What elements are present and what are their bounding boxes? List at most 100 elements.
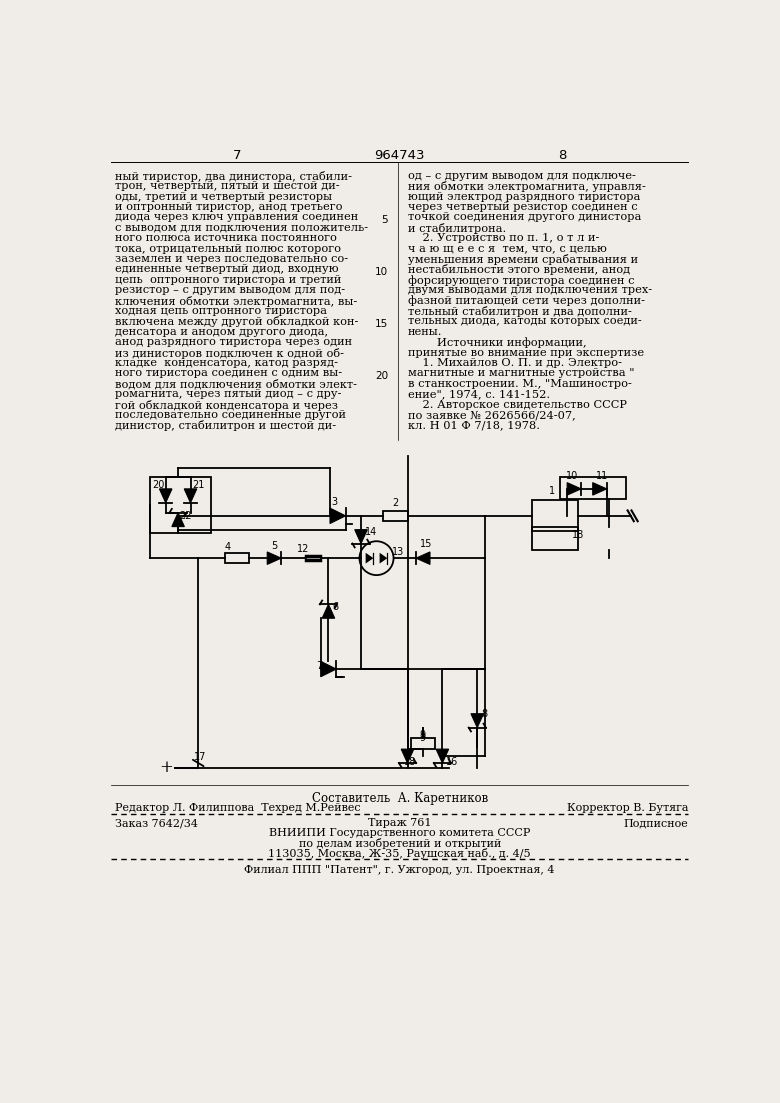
Text: 22: 22 xyxy=(179,511,192,521)
Text: 964743: 964743 xyxy=(374,149,425,162)
Text: 10: 10 xyxy=(566,471,579,481)
Text: по делам изобретений и открытий: по делам изобретений и открытий xyxy=(299,838,501,849)
Text: трон, четвертый, пятый и шестой ди-: трон, четвертый, пятый и шестой ди- xyxy=(115,181,339,191)
Bar xyxy=(225,554,249,564)
Text: ющий электрод разрядного тиристора: ющий электрод разрядного тиристора xyxy=(407,192,640,202)
Bar xyxy=(531,501,578,532)
Text: ромагнита, через пятый диод – с дру-: ромагнита, через пятый диод – с дру- xyxy=(115,389,341,399)
Text: и стабилитрона.: и стабилитрона. xyxy=(407,223,505,234)
Text: Филиал ППП "Патент", г. Ужгород, ул. Проектная, 4: Филиал ППП "Патент", г. Ужгород, ул. Про… xyxy=(244,866,555,876)
Text: денсатора и анодом другого диода,: денсатора и анодом другого диода, xyxy=(115,326,328,336)
Text: 8: 8 xyxy=(481,709,488,719)
Polygon shape xyxy=(436,749,448,763)
Text: Редактор Л. Филиппова  Техред М.Рейвес: Редактор Л. Филиппова Техред М.Рейвес xyxy=(115,803,360,813)
Text: 9: 9 xyxy=(419,729,425,739)
Text: Корректор В. Бутяга: Корректор В. Бутяга xyxy=(566,803,688,813)
Text: тельный стабилитрон и два дополни-: тельный стабилитрон и два дополни- xyxy=(407,306,631,317)
Text: принятые во внимание при экспертизе: принятые во внимание при экспертизе xyxy=(407,347,644,357)
Polygon shape xyxy=(268,552,281,565)
Polygon shape xyxy=(322,604,335,618)
Text: Подписное: Подписное xyxy=(623,818,688,828)
Text: 20: 20 xyxy=(153,480,165,490)
Text: од – с другим выводом для подключе-: од – с другим выводом для подключе- xyxy=(407,171,636,181)
Text: включена между другой обкладкой кон-: включена между другой обкладкой кон- xyxy=(115,317,358,328)
Bar xyxy=(411,738,434,749)
Text: из динисторов подключен к одной об-: из динисторов подключен к одной об- xyxy=(115,347,343,358)
Text: +: + xyxy=(159,759,173,777)
Polygon shape xyxy=(184,489,197,503)
Text: ключения обмотки электромагнита, вы-: ключения обмотки электромагнита, вы- xyxy=(115,296,356,307)
Text: 16: 16 xyxy=(446,758,459,768)
Polygon shape xyxy=(366,553,374,564)
Text: ходная цепь оптронного тиристора: ходная цепь оптронного тиристора xyxy=(115,306,327,315)
Text: фазной питающей сети через дополни-: фазной питающей сети через дополни- xyxy=(407,296,644,307)
Text: точкой соединения другого динистора: точкой соединения другого динистора xyxy=(407,213,641,223)
Text: нены.: нены. xyxy=(407,326,442,336)
Text: водом для подключения обмотки элект-: водом для подключения обмотки элект- xyxy=(115,378,356,389)
Text: 3: 3 xyxy=(332,497,338,507)
Text: кладке  конденсатора, катод разряд-: кладке конденсатора, катод разряд- xyxy=(115,358,338,368)
Text: ного тиристора соединен с одним вы-: ного тиристора соединен с одним вы- xyxy=(115,368,342,378)
Text: 6: 6 xyxy=(332,601,339,612)
Text: 18: 18 xyxy=(403,758,416,768)
Text: Составитель  А. Каретников: Составитель А. Каретников xyxy=(312,792,488,805)
Text: кл. Н 01 Ф 7/18, 1978.: кл. Н 01 Ф 7/18, 1978. xyxy=(407,420,540,430)
Text: 10: 10 xyxy=(375,267,388,277)
Text: тока, отрицательный полюс которого: тока, отрицательный полюс которого xyxy=(115,244,341,254)
Text: 5: 5 xyxy=(381,215,388,225)
Text: ный тиристор, два динистора, стабили-: ный тиристор, два динистора, стабили- xyxy=(115,171,352,182)
Text: уменьшения времени срабатывания и: уменьшения времени срабатывания и xyxy=(407,254,637,265)
Text: 1. Михайлов О. П. и др. Электро-: 1. Михайлов О. П. и др. Электро- xyxy=(407,358,622,368)
Polygon shape xyxy=(159,489,172,503)
Text: последовательно соединенные другой: последовательно соединенные другой xyxy=(115,410,346,420)
Text: 20: 20 xyxy=(375,371,388,381)
Text: нестабильности этого времени, анод: нестабильности этого времени, анод xyxy=(407,265,629,276)
Polygon shape xyxy=(330,508,346,524)
Text: магнитные и магнитные устройства ": магнитные и магнитные устройства " xyxy=(407,368,634,378)
Polygon shape xyxy=(172,513,184,526)
Text: цепь  оптронного тиристора и третий: цепь оптронного тиристора и третий xyxy=(115,275,341,285)
Text: 4: 4 xyxy=(225,543,231,553)
Text: 14: 14 xyxy=(365,527,377,537)
Text: и оптронный тиристор, анод третьего: и оптронный тиристор, анод третьего xyxy=(115,202,342,212)
Text: заземлен и через последовательно со-: заземлен и через последовательно со- xyxy=(115,254,348,264)
Text: 7: 7 xyxy=(232,149,241,162)
Polygon shape xyxy=(321,662,336,677)
Text: динистор, стабилитрон и шестой ди-: динистор, стабилитрон и шестой ди- xyxy=(115,420,335,431)
Text: ного полюса источника постоянного: ного полюса источника постоянного xyxy=(115,233,336,244)
Text: 113035, Москва, Ж-35, Раушская наб., д. 4/5: 113035, Москва, Ж-35, Раушская наб., д. … xyxy=(268,848,531,859)
Text: ение", 1974, с. 141-152.: ение", 1974, с. 141-152. xyxy=(407,389,550,399)
Text: 18: 18 xyxy=(572,531,584,540)
Text: 21: 21 xyxy=(192,480,204,490)
Text: с выводом для подключения положитель-: с выводом для подключения положитель- xyxy=(115,223,367,233)
Text: 11: 11 xyxy=(596,471,608,481)
Text: ч а ю щ е е с я  тем, что, с целью: ч а ю щ е е с я тем, что, с целью xyxy=(407,244,606,254)
Text: 17: 17 xyxy=(194,752,207,762)
Text: 9: 9 xyxy=(419,732,425,742)
Text: 7: 7 xyxy=(316,661,322,671)
Text: через четвертый резистор соединен с: через четвертый резистор соединен с xyxy=(407,202,637,212)
Bar xyxy=(384,511,408,521)
Text: анод разрядного тиристора через один: анод разрядного тиристора через один xyxy=(115,338,352,347)
Polygon shape xyxy=(567,483,581,495)
Text: двумя выводами для подключения трех-: двумя выводами для подключения трех- xyxy=(407,286,651,296)
Text: тельных диода, катоды которых соеди-: тельных диода, катоды которых соеди- xyxy=(407,317,641,326)
Polygon shape xyxy=(416,552,430,565)
Text: 1: 1 xyxy=(548,486,555,496)
Text: единенные четвертый диод, входную: единенные четвертый диод, входную xyxy=(115,265,339,275)
Text: 15: 15 xyxy=(420,539,432,549)
Text: форсирующего тиристора соединен с: форсирующего тиристора соединен с xyxy=(407,275,634,286)
Text: по заявке № 2626566/24-07,: по заявке № 2626566/24-07, xyxy=(407,410,576,420)
Text: Заказ 7642/34: Заказ 7642/34 xyxy=(115,818,197,828)
Polygon shape xyxy=(401,749,413,763)
Text: ВНИИПИ Государственного комитета СССР: ВНИИПИ Государственного комитета СССР xyxy=(269,828,530,838)
Text: 5: 5 xyxy=(271,540,278,550)
Text: резистор – с другим выводом для под-: резистор – с другим выводом для под- xyxy=(115,286,345,296)
Polygon shape xyxy=(471,714,484,728)
Text: ния обмотки электромагнита, управля-: ния обмотки электромагнита, управля- xyxy=(407,181,645,192)
Text: диода через ключ управления соединен: диода через ключ управления соединен xyxy=(115,213,358,223)
Text: 15: 15 xyxy=(375,319,388,329)
Text: 2: 2 xyxy=(392,499,399,508)
Polygon shape xyxy=(355,529,367,544)
Polygon shape xyxy=(593,483,607,495)
